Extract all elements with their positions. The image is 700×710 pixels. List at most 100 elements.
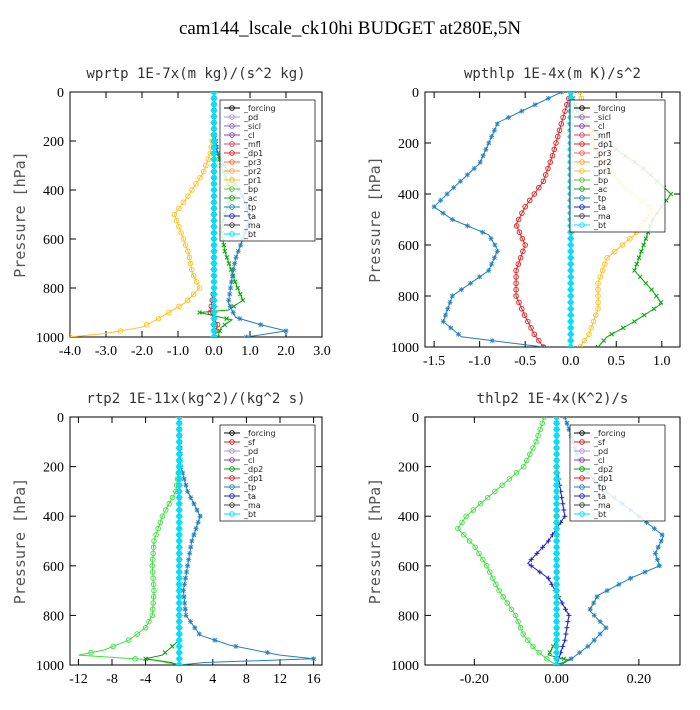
data-point xyxy=(552,518,561,527)
data-point xyxy=(151,538,157,544)
data-point xyxy=(447,299,453,305)
series-ta xyxy=(527,417,572,665)
legend-label: _pd xyxy=(593,447,608,456)
data-point xyxy=(567,234,575,243)
data-point xyxy=(466,538,473,544)
data-point xyxy=(163,507,169,513)
data-point xyxy=(193,279,200,285)
data-point xyxy=(180,236,187,242)
data-point xyxy=(477,501,484,507)
data-point xyxy=(184,297,191,303)
data-point xyxy=(567,305,575,313)
data-point xyxy=(591,637,597,643)
data-point xyxy=(146,618,152,625)
data-point xyxy=(217,328,223,334)
legend-label: _tp xyxy=(593,483,606,492)
data-point xyxy=(210,204,218,213)
data-point xyxy=(542,172,549,178)
data-point xyxy=(513,267,519,274)
data-point xyxy=(552,543,561,551)
data-point xyxy=(187,550,193,556)
data-point xyxy=(494,121,500,127)
x-tick-label: -1.0 xyxy=(469,354,491,369)
data-point xyxy=(222,322,228,328)
legend-marker xyxy=(229,493,235,499)
data-point xyxy=(175,456,183,465)
legend-label: _forcing xyxy=(243,429,276,438)
data-point xyxy=(210,125,218,133)
data-point xyxy=(525,637,531,643)
data-point xyxy=(232,261,238,266)
data-point xyxy=(149,556,156,563)
data-point xyxy=(142,625,149,631)
data-point xyxy=(591,612,597,618)
data-point xyxy=(512,612,519,619)
legend-marker xyxy=(579,466,585,472)
data-point xyxy=(552,425,561,434)
legend-marker xyxy=(229,168,235,174)
data-point xyxy=(175,524,183,533)
data-point xyxy=(176,205,182,212)
page-title: cam144_lscale_ck10hi BUDGET at280E,5N xyxy=(178,18,522,39)
data-point xyxy=(552,419,561,427)
data-point xyxy=(595,280,601,286)
series-dp1 xyxy=(455,417,560,665)
data-point xyxy=(567,311,575,319)
data-point xyxy=(643,280,649,286)
legend-label: _cl xyxy=(593,122,605,131)
data-point xyxy=(547,650,553,655)
data-point xyxy=(552,450,561,458)
data-point xyxy=(188,266,195,273)
data-point xyxy=(210,94,218,102)
data-point xyxy=(519,210,525,216)
data-point xyxy=(632,268,637,273)
data-point xyxy=(465,223,470,229)
data-point xyxy=(540,544,546,550)
data-point xyxy=(552,493,561,502)
legend-marker xyxy=(229,105,235,111)
data-point xyxy=(212,637,218,643)
legend-label: _sicl xyxy=(593,113,611,122)
data-point xyxy=(210,186,218,194)
legend-marker xyxy=(579,114,585,120)
x-tick-label: -1.0 xyxy=(167,344,189,359)
legend-marker xyxy=(579,123,585,129)
series-bt xyxy=(175,417,183,665)
data-point xyxy=(150,594,157,600)
data-point xyxy=(588,325,594,331)
data-point xyxy=(162,650,168,655)
data-point xyxy=(556,127,563,133)
panel-title: rtp2 1E-11x(kg^2)/(kg^2 s) xyxy=(86,391,305,407)
data-point xyxy=(175,444,183,452)
legend-marker xyxy=(229,150,235,156)
data-point xyxy=(210,235,218,243)
data-point xyxy=(237,316,243,322)
legend-marker xyxy=(579,222,585,228)
data-point xyxy=(577,92,583,95)
legend-marker xyxy=(229,132,235,138)
data-point xyxy=(530,643,536,650)
data-point xyxy=(524,457,530,464)
data-point xyxy=(210,167,218,176)
data-point xyxy=(496,587,502,594)
data-point xyxy=(492,488,498,495)
data-point xyxy=(88,649,94,656)
data-point xyxy=(458,287,464,293)
data-point xyxy=(175,549,183,558)
data-point xyxy=(155,315,162,322)
data-point xyxy=(134,631,140,637)
x-tick-label: 0.0 xyxy=(205,344,223,359)
data-point xyxy=(176,223,182,230)
data-point xyxy=(194,507,200,513)
x-tick-label: -8 xyxy=(106,672,118,687)
data-point xyxy=(190,272,197,279)
data-point xyxy=(175,543,183,551)
y-tick-label: 800 xyxy=(398,290,419,305)
data-point xyxy=(637,274,643,280)
data-point xyxy=(552,568,561,576)
data-point xyxy=(552,506,561,514)
data-point xyxy=(210,106,218,115)
data-point xyxy=(144,322,150,328)
data-point xyxy=(668,191,674,197)
data-point xyxy=(567,241,575,249)
